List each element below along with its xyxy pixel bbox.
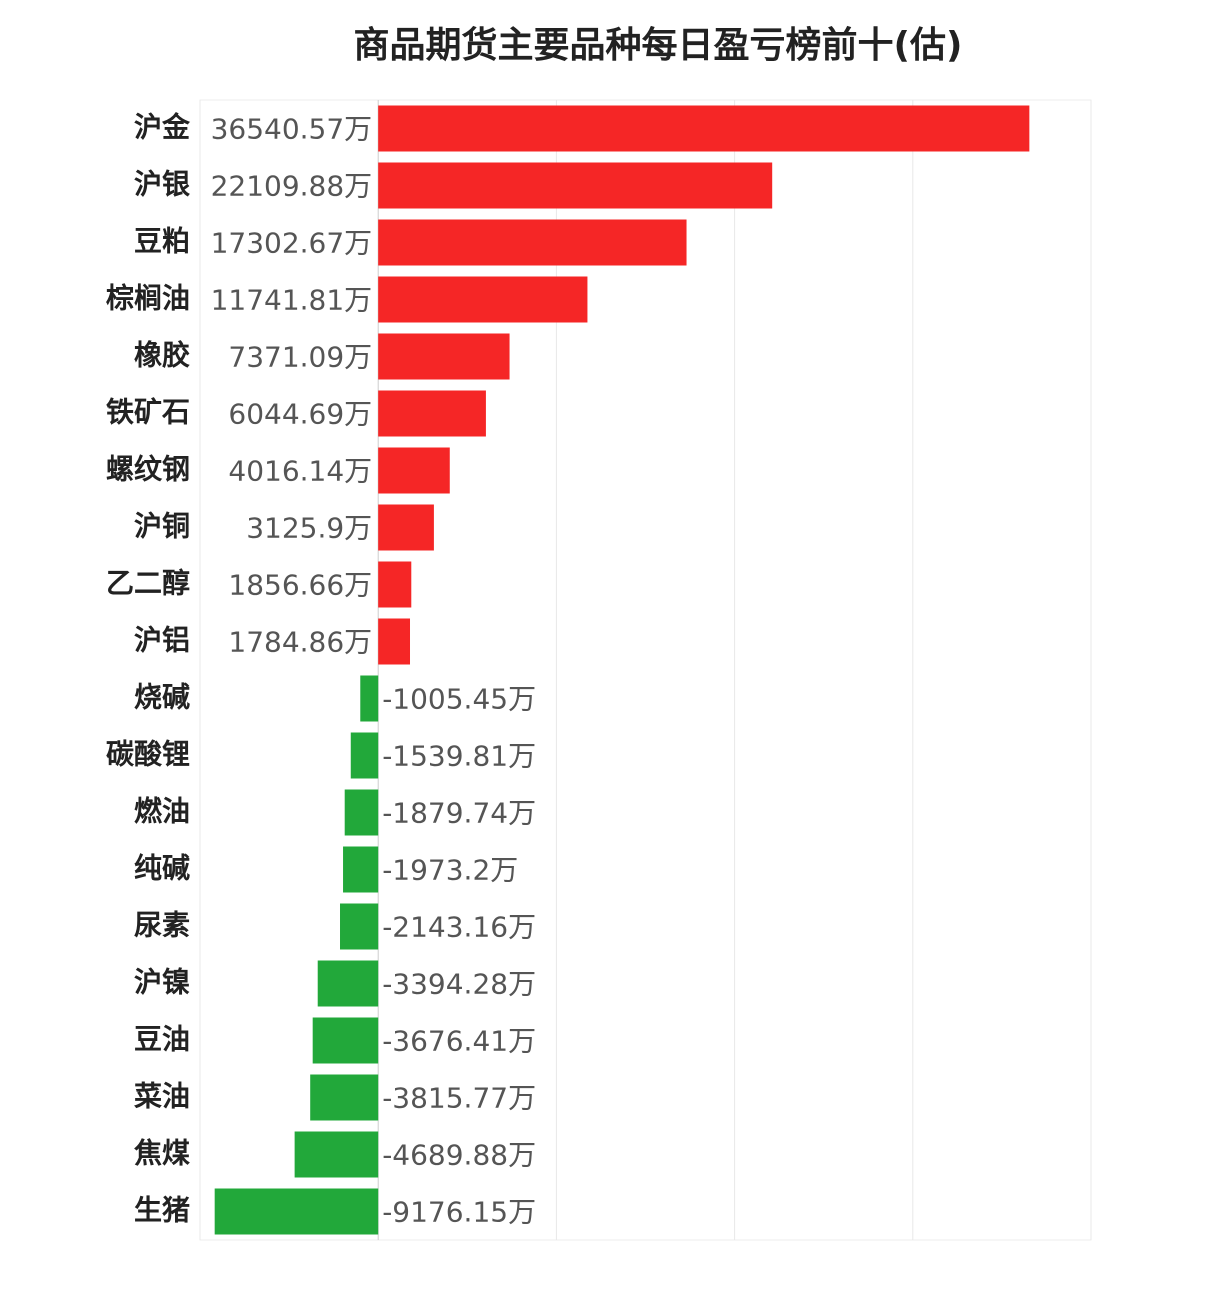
- value-label: 36540.57万: [211, 113, 373, 146]
- value-label: 1784.86万: [228, 626, 372, 659]
- bar: [344, 789, 379, 836]
- bar: [343, 846, 379, 893]
- bar: [360, 675, 379, 722]
- bar: [340, 903, 379, 950]
- value-label: -3394.28万: [382, 968, 536, 1001]
- bar: [378, 561, 412, 608]
- value-label: 17302.67万: [211, 227, 373, 260]
- value-label: -3815.77万: [382, 1082, 536, 1115]
- chart-title: 商品期货主要品种每日盈亏榜前十(估): [354, 25, 963, 66]
- value-label: 4016.14万: [228, 455, 372, 488]
- category-label: 乙二醇: [106, 567, 190, 600]
- bar: [378, 333, 510, 380]
- category-label: 菜油: [134, 1080, 190, 1113]
- value-label: -1539.81万: [382, 740, 536, 773]
- bar: [378, 504, 434, 551]
- value-label: 7371.09万: [228, 341, 372, 374]
- plot-area: [199, 99, 1092, 1241]
- value-label: -3676.41万: [382, 1025, 536, 1058]
- bar: [378, 276, 588, 323]
- bar: [378, 105, 1030, 152]
- value-label: -2143.16万: [382, 911, 536, 944]
- bar: [310, 1074, 379, 1121]
- value-label: 22109.88万: [211, 170, 373, 203]
- value-label: -9176.15万: [382, 1196, 536, 1229]
- bar: [350, 732, 379, 779]
- category-label: 橡胶: [134, 339, 190, 372]
- bar: [317, 960, 379, 1007]
- bar: [378, 162, 773, 209]
- category-label: 生猪: [134, 1194, 190, 1227]
- category-label: 棕榈油: [106, 282, 190, 315]
- value-label: -1879.74万: [382, 797, 536, 830]
- category-label: 碳酸锂: [106, 738, 190, 771]
- value-label: 1856.66万: [228, 569, 372, 602]
- category-label: 沪铜: [134, 510, 190, 543]
- category-label: 纯碱: [134, 852, 190, 885]
- value-label: -1973.2万: [382, 854, 518, 887]
- bar: [378, 219, 687, 266]
- category-label: 豆粕: [134, 225, 190, 258]
- value-label: -4689.88万: [382, 1139, 536, 1172]
- category-label: 沪镍: [134, 966, 190, 999]
- category-label: 螺纹钢: [106, 453, 190, 486]
- value-label: 11741.81万: [211, 284, 373, 317]
- category-label: 焦煤: [134, 1137, 190, 1170]
- category-label: 尿素: [134, 909, 190, 942]
- category-label: 沪金: [134, 111, 191, 144]
- category-label: 沪银: [134, 168, 191, 201]
- value-label: 6044.69万: [228, 398, 372, 431]
- category-label: 沪铝: [134, 624, 190, 657]
- bar: [378, 447, 450, 494]
- category-label: 豆油: [134, 1023, 190, 1056]
- bar: [312, 1017, 379, 1064]
- bar: [378, 390, 486, 437]
- category-label: 烧碱: [134, 681, 190, 714]
- bar: [214, 1188, 379, 1235]
- value-label: 3125.9万: [246, 512, 372, 545]
- value-label: -1005.45万: [382, 683, 536, 716]
- category-label: 铁矿石: [106, 396, 190, 429]
- bar: [294, 1131, 379, 1178]
- bar: [378, 618, 411, 665]
- category-label: 燃油: [134, 795, 190, 828]
